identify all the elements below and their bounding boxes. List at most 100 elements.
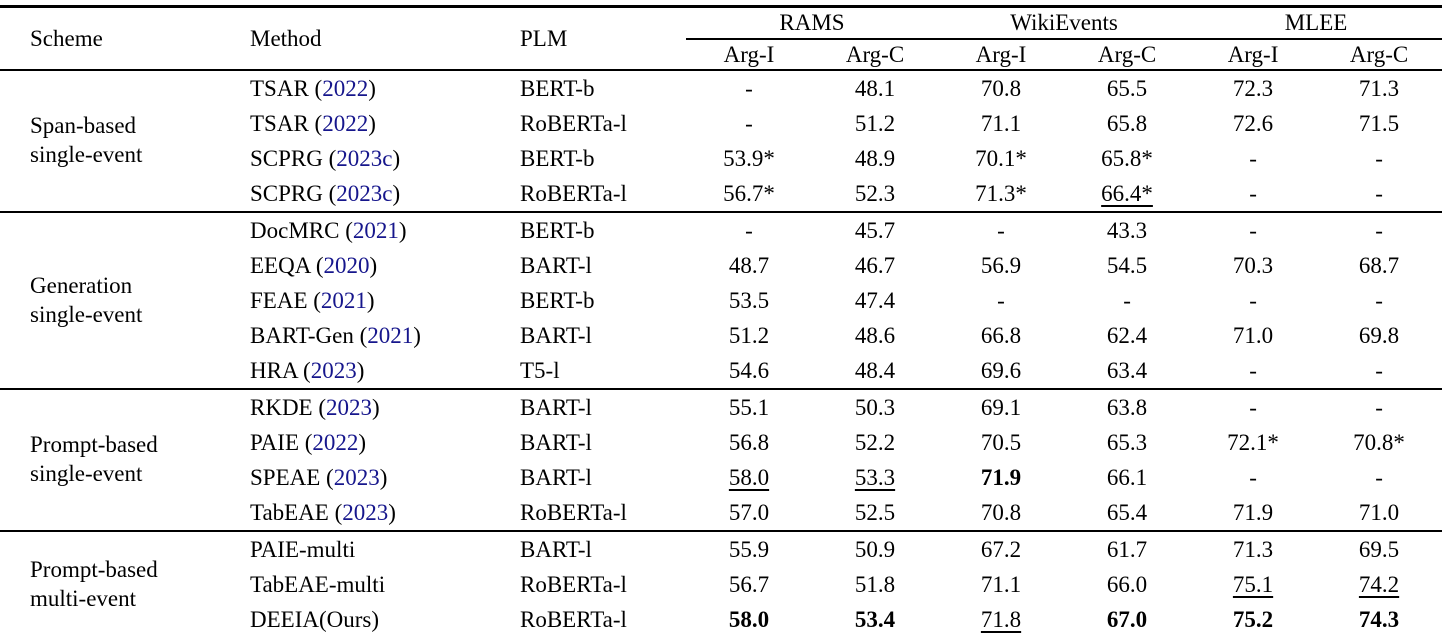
metric-value: 51.8 — [854, 571, 896, 597]
value-cell: 69.5 — [1316, 530, 1442, 567]
value-cell: - — [1190, 388, 1317, 425]
value-cell: 56.7 — [686, 567, 812, 602]
method-name: TSAR — [250, 75, 309, 101]
value-cell: 72.1* — [1190, 425, 1316, 460]
metric-value: 53.5 — [728, 287, 770, 313]
metric-value: 56.8 — [728, 429, 770, 455]
scheme-line: single-event — [30, 142, 143, 167]
metric-value: 46.7 — [854, 252, 896, 278]
metric-value: 55.9 — [728, 536, 770, 562]
table-row: Prompt-based multi-event PAIE-multi BART-l 5… — [0, 530, 1442, 635]
metric-value: 56.7 — [728, 571, 770, 597]
metric-value: 70.1* — [975, 145, 1027, 171]
value-cell: 55.9 — [686, 530, 812, 567]
citation-link[interactable]: 2023 — [333, 464, 380, 490]
value-cell: 50.3 — [812, 388, 939, 425]
citation-link[interactable]: 2022 — [322, 110, 369, 136]
metric-value: 48.1 — [854, 75, 896, 101]
table-row: TabEAE-multi RoBERTa-l 56.7 51.8 71.1 66.0 75.… — [0, 567, 1442, 602]
plm-cell: BART-l — [490, 530, 686, 567]
scheme-line: single-event — [30, 301, 143, 327]
value-cell: 56.9 — [938, 248, 1064, 283]
value-cell: 63.4 — [1064, 353, 1190, 389]
citation-link[interactable]: 2023 — [342, 499, 389, 525]
value-cell: - — [1316, 283, 1442, 318]
metric-value: 48.9 — [854, 145, 896, 171]
citation-link[interactable]: 2021 — [352, 217, 399, 243]
col-subheader-arg-i: Arg-I — [938, 39, 1065, 71]
method-name: PAIE — [250, 429, 299, 455]
plm-cell: BART-l — [520, 429, 592, 455]
citation-link[interactable]: 2023c — [336, 180, 393, 206]
metric-value: 71.3* — [975, 180, 1027, 206]
scheme-line: Prompt-based — [30, 432, 158, 458]
metric-value: 75.1 — [1232, 571, 1274, 597]
method-name: BART-Gen — [250, 322, 354, 348]
method-cell: PAIE-multi — [222, 530, 490, 567]
citation-link[interactable]: 2020 — [323, 252, 370, 278]
metric-value: 55.1 — [728, 394, 770, 420]
value-cell: 65.5 — [1064, 70, 1190, 106]
col-header-mlee: MLEE — [1190, 6, 1442, 40]
metric-value: 48.4 — [854, 357, 896, 383]
citation-link[interactable]: 2021 — [320, 287, 367, 313]
col-header-scheme: Scheme — [0, 6, 222, 71]
value-cell: - — [686, 211, 812, 248]
scheme-line: multi-event — [30, 585, 137, 611]
metric-value: 70.5 — [980, 429, 1022, 455]
col-subheader-arg-i: Arg-I — [1190, 39, 1317, 71]
citation-link[interactable]: 2021 — [367, 322, 414, 348]
metric-value: 71.3 — [1232, 536, 1274, 562]
metric-value: 69.8 — [1358, 322, 1400, 348]
metric-value: 75.2 — [1232, 606, 1274, 632]
value-cell: 66.1 — [1064, 460, 1190, 495]
citation-link[interactable]: 2023 — [310, 357, 357, 383]
metric-value: 43.3 — [1106, 217, 1148, 243]
value-cell: 70.1* — [938, 141, 1064, 176]
metric-value: - — [1375, 217, 1383, 243]
metric-value: 51.2 — [728, 322, 770, 348]
value-cell: - — [1316, 141, 1442, 176]
metric-value: 66.8 — [980, 322, 1022, 348]
method-name: SCPRG — [250, 145, 323, 171]
plm-cell: RoBERTa-l — [520, 110, 627, 136]
value-cell: 63.8 — [1064, 388, 1191, 425]
metric-value: 74.2 — [1358, 571, 1400, 597]
col-subheader-arg-c: Arg-C — [812, 39, 939, 71]
metric-value: 71.1 — [980, 110, 1022, 136]
scheme-cell: Span-based single-event — [0, 70, 222, 212]
value-cell: 71.5 — [1316, 106, 1442, 141]
metric-value: 66.0 — [1106, 571, 1148, 597]
plm-cell: BART-l — [520, 252, 592, 278]
value-cell: - — [1316, 388, 1442, 425]
plm-cell: RoBERTa-l — [520, 499, 627, 525]
value-cell: 48.6 — [812, 318, 938, 353]
metric-value: - — [1375, 357, 1383, 383]
value-cell: - — [938, 211, 1065, 248]
citation-link[interactable]: 2023c — [336, 145, 393, 171]
method-name: TabEAE — [250, 499, 329, 525]
metric-value: 53.9* — [723, 145, 775, 171]
value-cell: 74.2 — [1316, 567, 1442, 602]
citation-link[interactable]: 2023 — [326, 394, 373, 420]
table-row: SCPRG (2023c) BERT-b 53.9* 48.9 70.1* 65.8* - - — [0, 141, 1442, 176]
value-cell: 55.1 — [686, 388, 812, 425]
value-cell: 43.3 — [1064, 211, 1191, 248]
col-subheader-arg-i: Arg-I — [686, 39, 812, 71]
method-cell: SCPRG (2023c) — [250, 145, 401, 171]
value-cell: 56.7* — [686, 176, 812, 212]
plm-cell: RoBERTa-l — [520, 180, 627, 206]
metric-value: - — [1375, 287, 1383, 313]
method-cell: PAIE (2022) — [250, 429, 367, 455]
metric-value: 71.0 — [1232, 322, 1274, 348]
metric-value: - — [1249, 357, 1257, 383]
value-cell: - — [938, 283, 1064, 318]
value-cell: 71.3* — [938, 176, 1064, 212]
method-cell: HRA (2023) — [250, 357, 365, 383]
citation-link[interactable]: 2022 — [312, 429, 359, 455]
citation-link[interactable]: 2022 — [322, 75, 369, 101]
metric-value: - — [1375, 145, 1383, 171]
metric-value: - — [1123, 287, 1131, 313]
scheme-line: single-event — [30, 461, 143, 486]
metric-value: - — [1249, 145, 1257, 171]
